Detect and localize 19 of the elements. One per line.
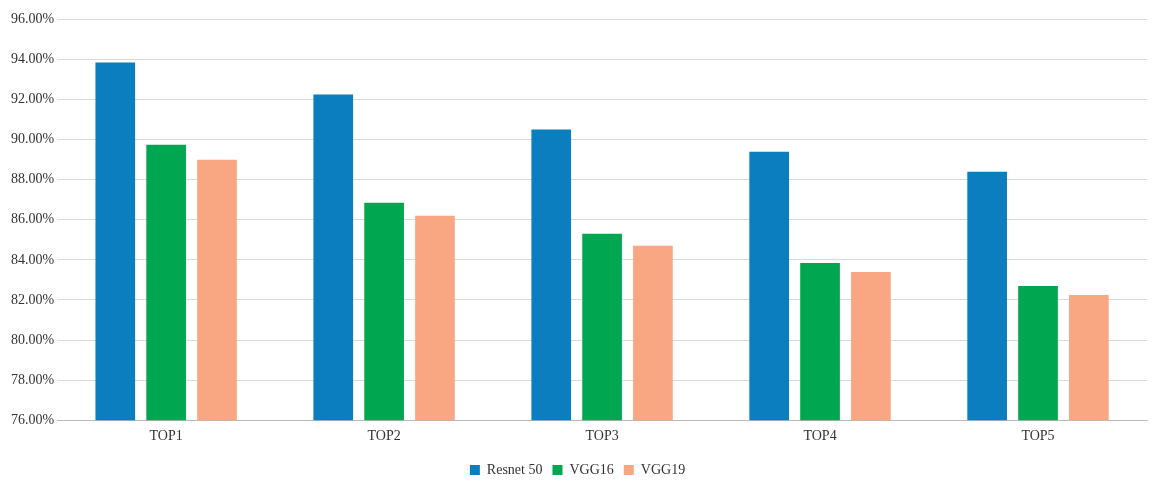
- legend-label: VGG16: [569, 461, 614, 477]
- y-tick-label: 76.00%: [10, 411, 55, 427]
- y-tick-label: 80.00%: [10, 331, 55, 347]
- y-tick-label: 78.00%: [10, 371, 55, 387]
- x-tick-label: TOP3: [585, 428, 619, 444]
- y-tick-label: 82.00%: [10, 291, 55, 307]
- x-tick-label: TOP2: [367, 428, 401, 444]
- y-tick-label: 88.00%: [10, 171, 55, 187]
- y-tick-label: 92.00%: [10, 91, 55, 107]
- x-tick-label: TOP1: [149, 428, 183, 444]
- legend-label: Resnet 50: [486, 461, 543, 477]
- y-tick-label: 86.00%: [10, 211, 55, 227]
- y-tick-label: 94.00%: [10, 51, 55, 67]
- x-tick-label: TOP4: [803, 428, 837, 444]
- y-tick-label: 90.00%: [10, 131, 55, 147]
- y-tick-label: 96.00%: [10, 11, 55, 27]
- x-tick-label: TOP5: [1021, 428, 1055, 444]
- y-tick-label: 84.00%: [10, 251, 55, 267]
- legend-label: VGG19: [640, 461, 686, 477]
